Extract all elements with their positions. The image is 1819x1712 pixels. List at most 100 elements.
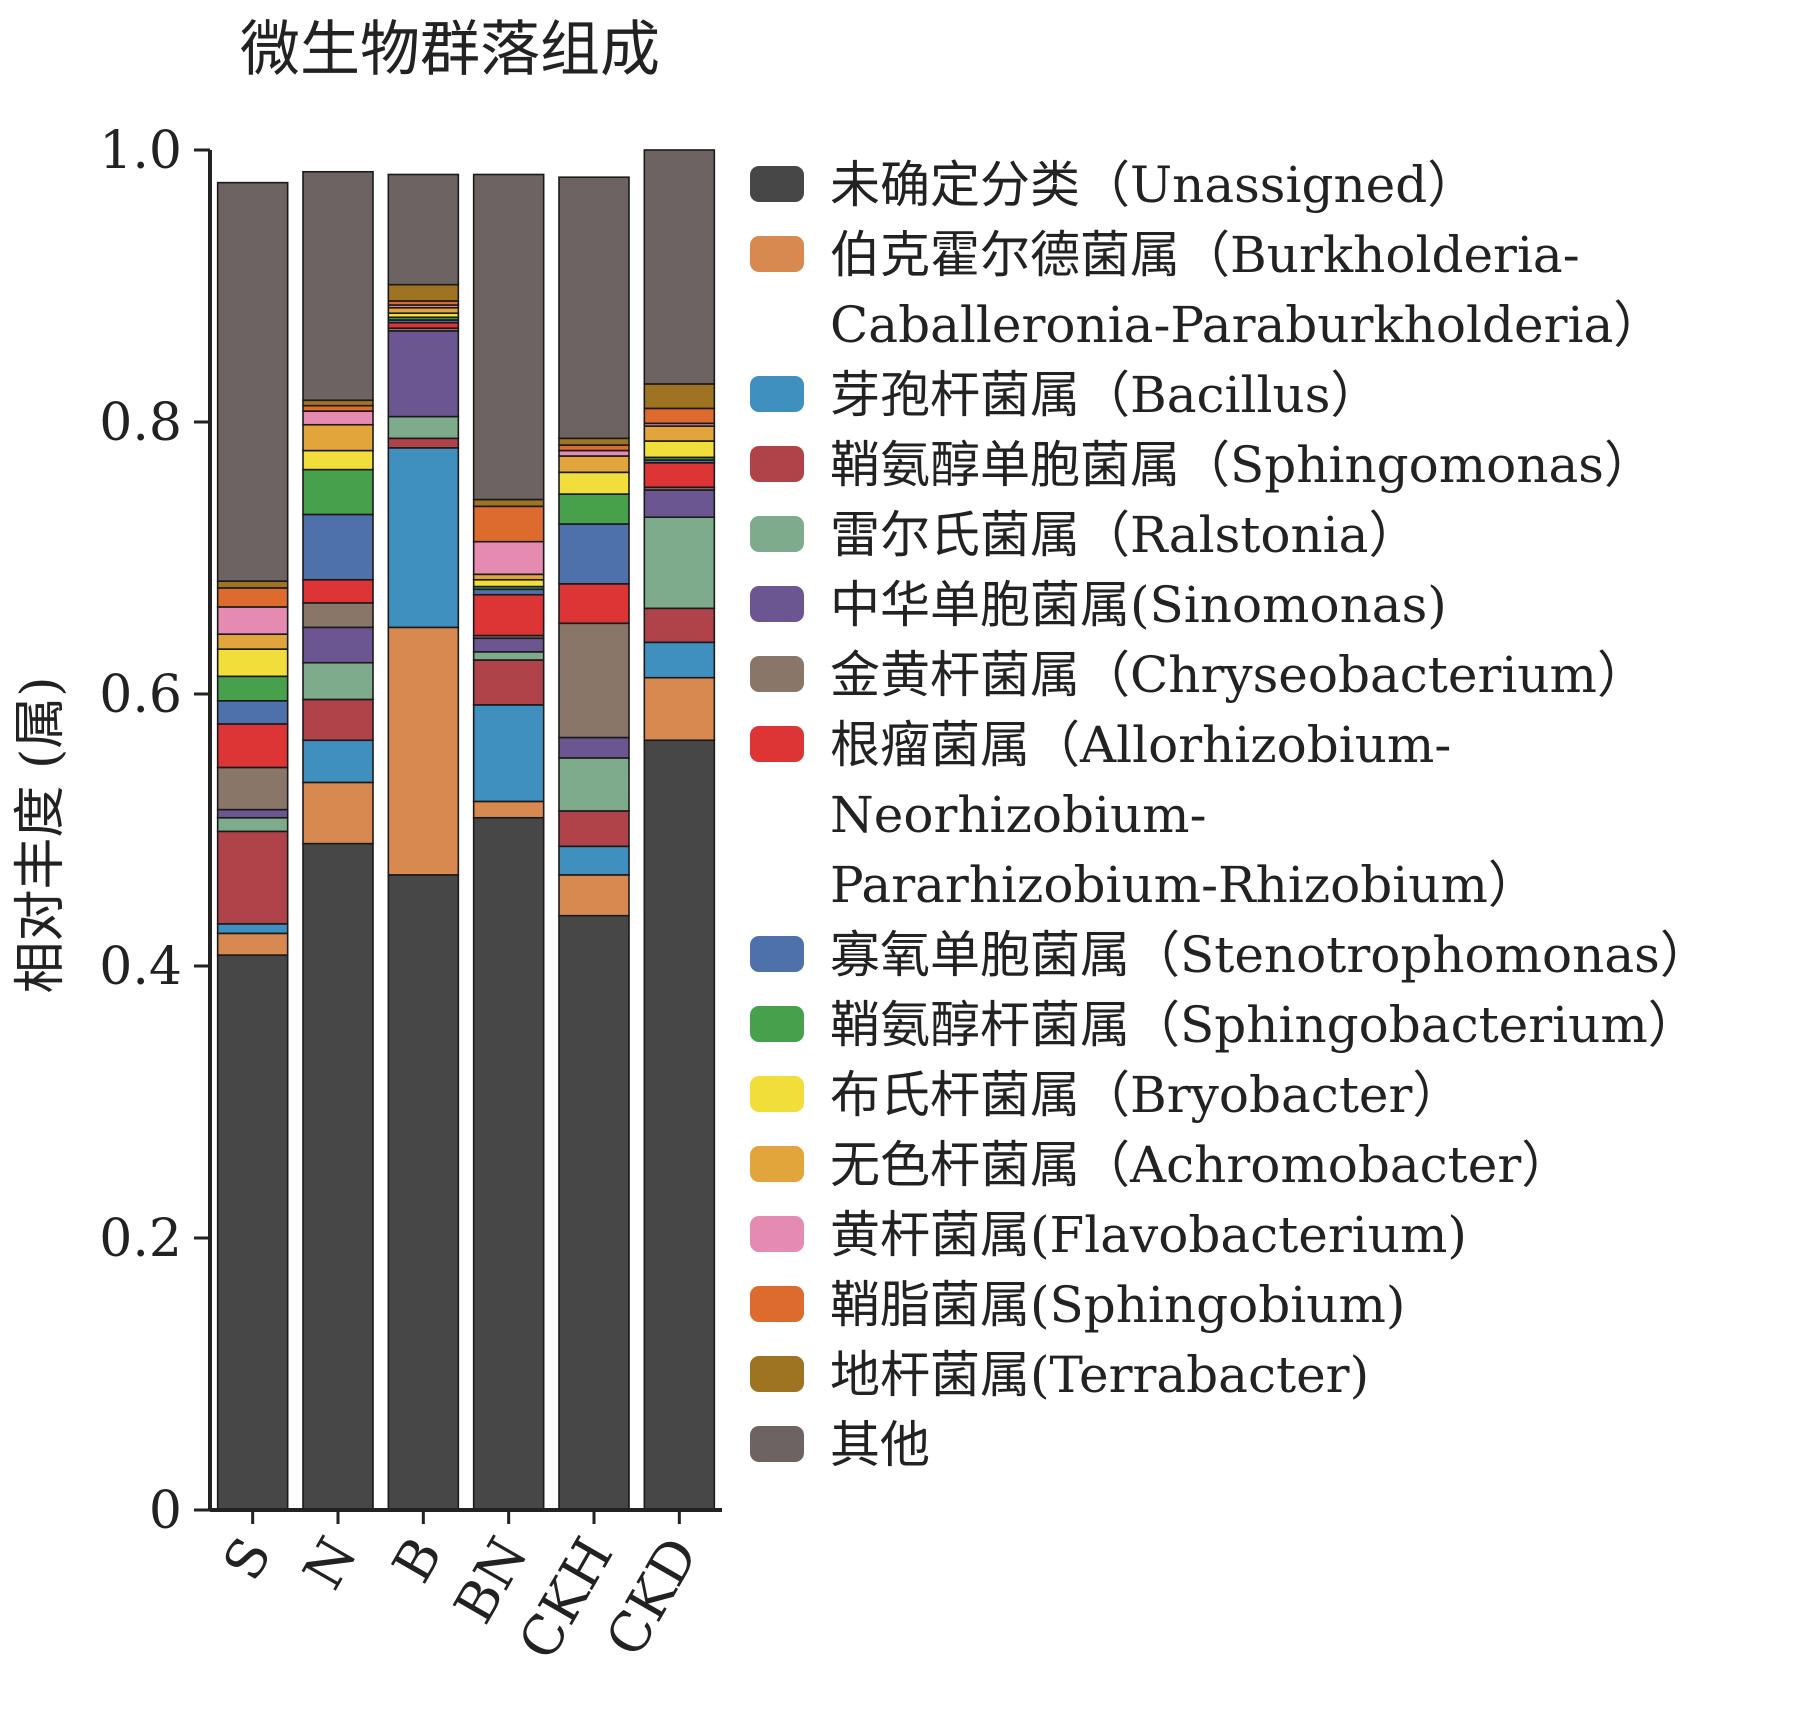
legend-swatch bbox=[750, 376, 804, 412]
bar-segment-b-2 bbox=[387, 626, 460, 876]
bar-segment-bn-8 bbox=[472, 593, 545, 637]
bar-segment-s-12 bbox=[216, 633, 289, 650]
bar-segment-ckh-10 bbox=[558, 493, 630, 525]
bar-segment-n-15 bbox=[302, 399, 374, 407]
legend-item: 未确定分类（Unassigned） bbox=[750, 150, 1810, 220]
legend-label-line: 无色杆菌属（Achromobacter） bbox=[830, 1136, 1572, 1194]
bar-segment-b-8 bbox=[387, 321, 460, 329]
legend-item: 鞘氨醇杆菌属（Sphingobacterium） bbox=[750, 990, 1810, 1060]
legend-label: 鞘氨醇杆菌属（Sphingobacterium） bbox=[830, 990, 1698, 1060]
bar-segment-n-5 bbox=[302, 661, 374, 701]
legend-item: 其他 bbox=[750, 1410, 1810, 1480]
bar-segment-ckd-1 bbox=[643, 739, 716, 1511]
bar-segment-ckh-8 bbox=[558, 583, 630, 625]
bar-segment-s-11 bbox=[216, 648, 289, 678]
legend-swatch bbox=[750, 1076, 804, 1112]
legend-label-line: 寡氧单胞菌属（Stenotrophomonas） bbox=[830, 926, 1710, 984]
legend-label-line: 布氏杆菌属（Bryobacter） bbox=[830, 1066, 1463, 1124]
legend-swatch bbox=[750, 1006, 804, 1042]
legend-swatch bbox=[750, 1216, 804, 1252]
x-tick-label-ckd: CKD bbox=[594, 1527, 711, 1667]
legend-label: 鞘氨醇单胞菌属（Sphingomonas） bbox=[830, 430, 1654, 500]
bar-segment-b-12 bbox=[387, 306, 460, 315]
legend-label: 布氏杆菌属（Bryobacter） bbox=[830, 1060, 1462, 1130]
bar-segment-s-9 bbox=[216, 699, 289, 725]
bar-segment-bn-2 bbox=[472, 800, 545, 819]
legend-swatch bbox=[750, 1356, 804, 1392]
bar-segment-n-9 bbox=[302, 513, 374, 581]
bar-segment-n-12 bbox=[302, 423, 374, 452]
bar-segment-ckd-15 bbox=[643, 383, 716, 410]
legend-label-line: 芽孢杆菌属（Bacillus） bbox=[830, 366, 1381, 424]
bar-segment-n-6 bbox=[302, 626, 374, 664]
legend-swatch bbox=[750, 1426, 804, 1462]
bar-segment-ckh-16 bbox=[558, 176, 630, 440]
legend-label: 伯克霍尔德菌属（Burkholderia- Caballeronia-Parabu… bbox=[830, 220, 1663, 360]
legend-label: 其他 bbox=[830, 1410, 930, 1480]
bar-segment-bn-9 bbox=[472, 588, 545, 596]
bars-group bbox=[216, 149, 716, 1511]
bar-segment-ckh-5 bbox=[558, 757, 630, 812]
bar-segment-n-7 bbox=[302, 602, 374, 629]
bar-segment-n-13 bbox=[302, 410, 374, 426]
bar-segment-bn-11 bbox=[472, 578, 545, 588]
legend-label: 鞘脂菌属(Sphingobium) bbox=[830, 1270, 1405, 1340]
legend-item: 中华单胞菌属(Sinomonas) bbox=[750, 570, 1810, 640]
bar-segment-ckh-9 bbox=[558, 523, 630, 585]
legend-label-line: 伯克霍尔德菌属（Burkholderia- bbox=[830, 226, 1580, 284]
legend-label: 雷尔氏菌属（Ralstonia） bbox=[830, 500, 1418, 570]
legend-swatch bbox=[750, 936, 804, 972]
legend-item: 鞘脂菌属(Sphingobium) bbox=[750, 1270, 1810, 1340]
bar-segment-n-11 bbox=[302, 449, 374, 471]
y-tick-label-2: 0.4 bbox=[99, 937, 182, 997]
legend-item: 布氏杆菌属（Bryobacter） bbox=[750, 1060, 1810, 1130]
bar-segment-ckh-4 bbox=[558, 810, 630, 848]
bar-segment-n-8 bbox=[302, 578, 374, 604]
bar-segment-s-7 bbox=[216, 766, 289, 811]
bar-segment-s-4 bbox=[216, 830, 289, 925]
bar-segment-ckh-13 bbox=[558, 449, 630, 457]
legend-label-line: Pararhizobium-Rhizobium） bbox=[830, 856, 1538, 914]
legend-label-line: Caballeronia-Paraburkholderia） bbox=[830, 296, 1664, 354]
bar-segment-b-5 bbox=[387, 415, 460, 440]
legend-label-line: 中华单胞菌属(Sinomonas) bbox=[830, 576, 1447, 634]
legend-swatch bbox=[750, 236, 804, 272]
bar-segment-n-1 bbox=[302, 842, 374, 1511]
legend-label-line: 鞘氨醇单胞菌属（Sphingomonas） bbox=[830, 436, 1654, 494]
bar-segment-b-16 bbox=[387, 173, 460, 286]
bar-segment-s-14 bbox=[216, 587, 289, 608]
bar-segment-n-2 bbox=[302, 781, 374, 845]
legend-item: 芽孢杆菌属（Bacillus） bbox=[750, 360, 1810, 430]
legend-label: 地杆菌属(Terrabacter) bbox=[830, 1340, 1369, 1410]
bar-segment-bn-6 bbox=[472, 637, 545, 653]
x-tick-label-ckh: CKH bbox=[506, 1527, 625, 1670]
bar-segment-ckd-3 bbox=[643, 641, 716, 679]
bar-segment-b-4 bbox=[387, 437, 460, 449]
legend-swatch bbox=[750, 656, 804, 692]
legend-swatch bbox=[750, 586, 804, 622]
legend-item: 鞘氨醇单胞菌属（Sphingomonas） bbox=[750, 430, 1810, 500]
legend-label: 中华单胞菌属(Sinomonas) bbox=[830, 570, 1447, 640]
legend-label-line: 地杆菌属(Terrabacter) bbox=[830, 1346, 1370, 1404]
legend-swatch bbox=[750, 166, 804, 202]
legend-item: 黄杆菌属(Flavobacterium) bbox=[750, 1200, 1810, 1270]
bar-segment-s-8 bbox=[216, 723, 289, 769]
legend-label: 未确定分类（Unassigned） bbox=[830, 150, 1477, 220]
bar-segment-bn-4 bbox=[472, 659, 545, 706]
bar-segment-ckh-1 bbox=[558, 914, 630, 1511]
bar-segment-n-16 bbox=[302, 170, 374, 402]
x-tick-label-n: N bbox=[291, 1527, 369, 1599]
bar-segment-bn-12 bbox=[472, 573, 545, 581]
legend: 未确定分类（Unassigned） 伯克霍尔德菌属（Burkholderia- Ca… bbox=[750, 150, 1810, 1480]
legend-swatch bbox=[750, 446, 804, 482]
bar-segment-s-5 bbox=[216, 816, 289, 833]
legend-label-line: 黄杆菌属(Flavobacterium) bbox=[830, 1206, 1467, 1264]
legend-item: 无色杆菌属（Achromobacter） bbox=[750, 1130, 1810, 1200]
bar-segment-ckh-14 bbox=[558, 444, 630, 452]
bar-segment-bn-14 bbox=[472, 505, 545, 543]
bar-segment-ckh-12 bbox=[558, 455, 630, 474]
legend-item: 寡氧单胞菌属（Stenotrophomonas） bbox=[750, 920, 1810, 990]
bar-segment-ckd-16 bbox=[643, 149, 716, 385]
bar-segment-ckh-11 bbox=[558, 471, 630, 495]
